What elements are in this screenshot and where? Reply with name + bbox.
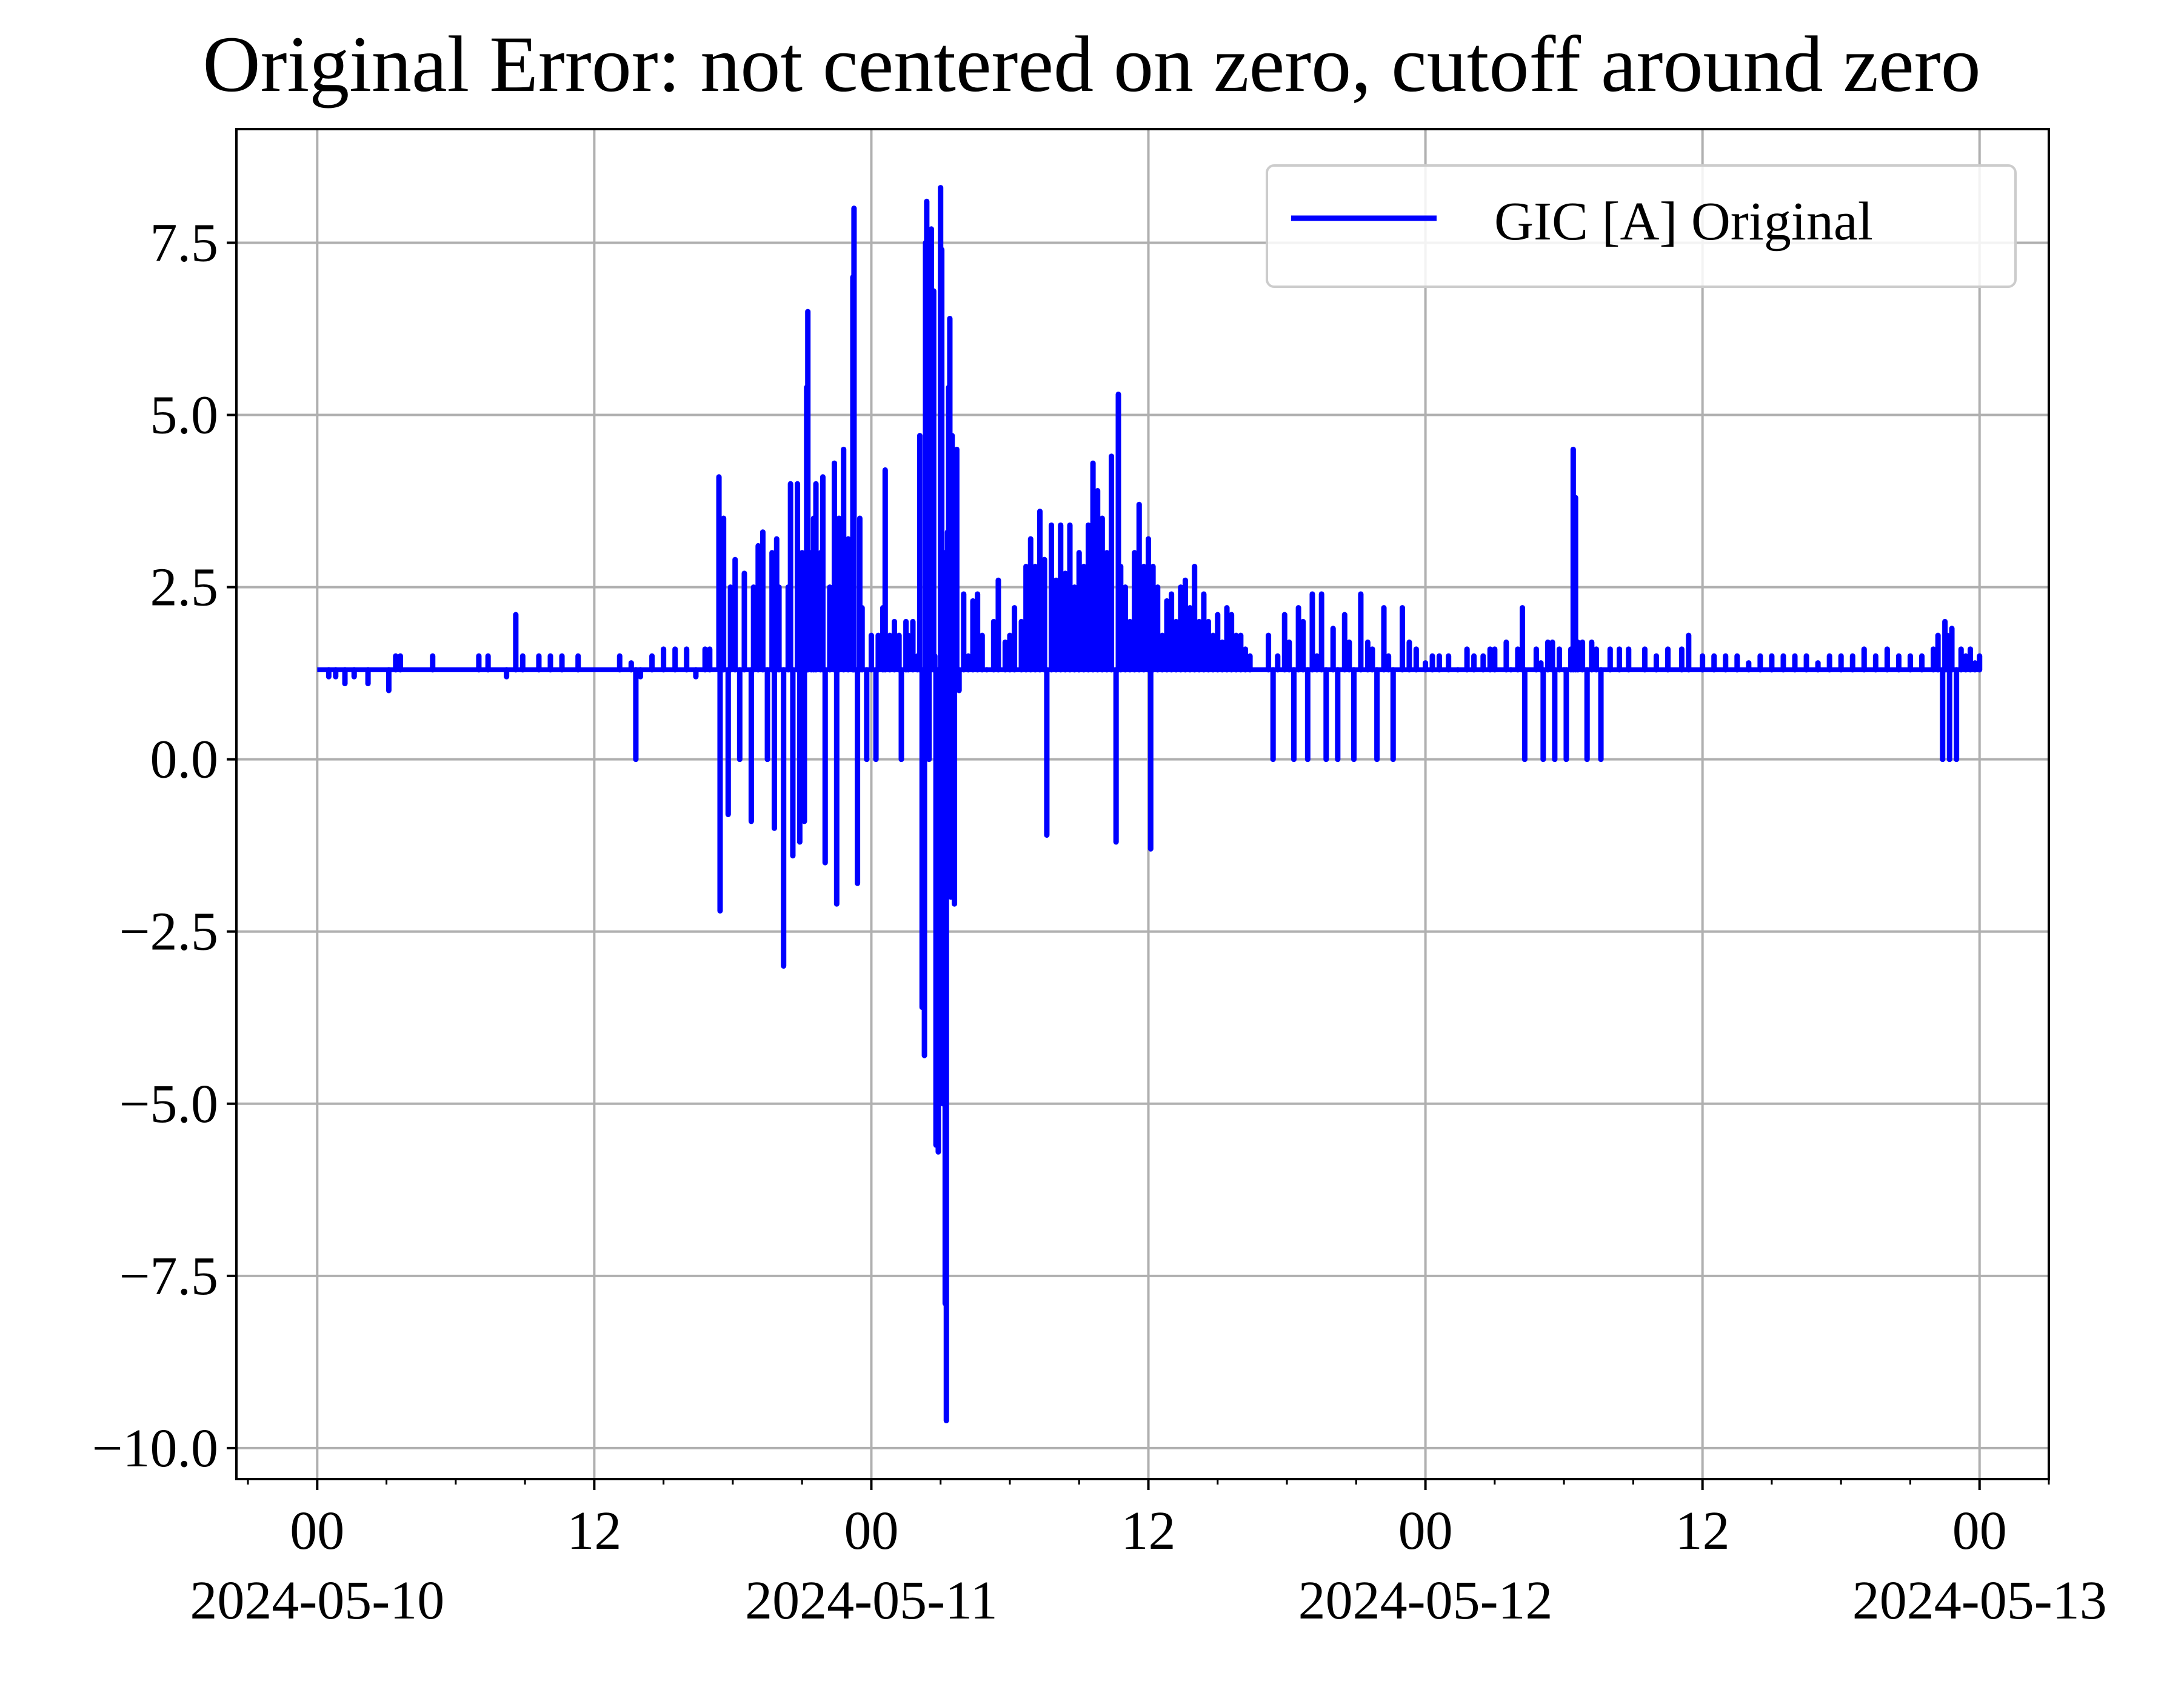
series-0 — [317, 185, 1983, 1423]
y-tick-label: 5.0 — [150, 386, 219, 446]
x-date-label: 2024-05-10 — [190, 1571, 444, 1631]
x-tick-label: 12 — [1121, 1501, 1176, 1561]
x-date-label: 2024-05-12 — [1298, 1571, 1553, 1631]
y-tick-label: 7.5 — [150, 213, 219, 273]
y-tick-label: −7.5 — [119, 1246, 218, 1306]
tick-layer: 7.5 5.0 2.5 0.0 −2.5 −5.0 −7.5 −10.0 00 2024-05-1… — [92, 213, 2107, 1631]
series-layer — [317, 185, 1983, 1423]
x-tick-label: 00 — [1952, 1501, 2007, 1561]
x-tick-label: 12 — [1675, 1501, 1730, 1561]
x-date-label: 2024-05-11 — [745, 1571, 998, 1631]
x-tick-label: 00 — [844, 1501, 898, 1561]
y-tick-label: 0.0 — [150, 730, 219, 790]
y-tick-label: −2.5 — [119, 902, 218, 962]
axes-frame — [235, 128, 2050, 1480]
legend-box — [1266, 164, 2017, 288]
x-tick-label: 00 — [290, 1501, 344, 1561]
legend: GIC [A] Original — [1266, 164, 2017, 288]
chart-title: Original Error: not centered on zero, cu… — [202, 19, 1980, 109]
legend-label: GIC [A] Original — [1494, 192, 1873, 252]
x-tick-label: 00 — [1398, 1501, 1453, 1561]
x-tick-label: 12 — [567, 1501, 621, 1561]
y-tick-label: −5.0 — [119, 1074, 218, 1134]
y-tick-label: −10.0 — [92, 1418, 218, 1478]
y-tick-label: 2.5 — [150, 558, 219, 618]
x-date-label: 2024-05-13 — [1852, 1571, 2107, 1631]
